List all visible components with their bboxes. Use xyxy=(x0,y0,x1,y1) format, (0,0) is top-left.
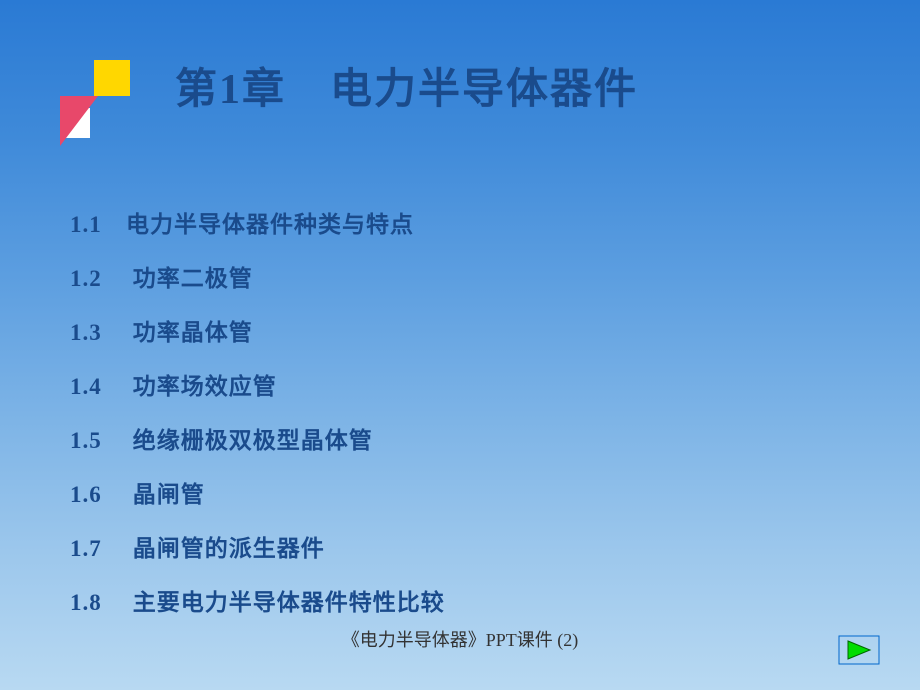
toc-label: 绝缘栅极双极型晶体管 xyxy=(126,428,373,453)
toc-label: 晶闸管的派生器件 xyxy=(126,536,325,561)
toc-label: 功率二极管 xyxy=(126,266,253,291)
title-container: 第1章 电力半导体器件 xyxy=(175,55,860,116)
toc-item[interactable]: 1.1电力半导体器件种类与特点 xyxy=(70,205,860,239)
toc-number: 1.6 xyxy=(70,482,126,508)
toc-label: 主要电力半导体器件特性比较 xyxy=(126,590,445,615)
toc-label: 功率晶体管 xyxy=(126,320,253,345)
chapter-title: 第1章 电力半导体器件 xyxy=(175,55,860,116)
toc-number: 1.2 xyxy=(70,266,126,292)
toc-number: 1.3 xyxy=(70,320,126,346)
toc-number: 1.1 xyxy=(70,212,126,238)
toc-number: 1.4 xyxy=(70,374,126,400)
toc-item[interactable]: 1.7 晶闸管的派生器件 xyxy=(70,529,860,563)
table-of-contents: 1.1电力半导体器件种类与特点 1.2 功率二极管 1.3 功率晶体管 1.4 … xyxy=(70,205,860,637)
toc-item[interactable]: 1.5 绝缘栅极双极型晶体管 xyxy=(70,421,860,455)
toc-label: 电力半导体器件种类与特点 xyxy=(126,212,414,237)
footer-text: 《电力半导体器》PPT课件 (2) xyxy=(0,626,920,652)
toc-item[interactable]: 1.2 功率二极管 xyxy=(70,259,860,293)
toc-item[interactable]: 1.6 晶闸管 xyxy=(70,475,860,509)
toc-label: 晶闸管 xyxy=(126,482,205,507)
toc-label: 功率场效应管 xyxy=(126,374,277,399)
title-decoration xyxy=(60,60,160,150)
toc-number: 1.8 xyxy=(70,590,126,616)
toc-item[interactable]: 1.8 主要电力半导体器件特性比较 xyxy=(70,583,860,617)
toc-item[interactable]: 1.3 功率晶体管 xyxy=(70,313,860,347)
toc-number: 1.7 xyxy=(70,536,126,562)
toc-number: 1.5 xyxy=(70,428,126,454)
next-slide-button[interactable] xyxy=(838,635,880,670)
toc-item[interactable]: 1.4 功率场效应管 xyxy=(70,367,860,401)
